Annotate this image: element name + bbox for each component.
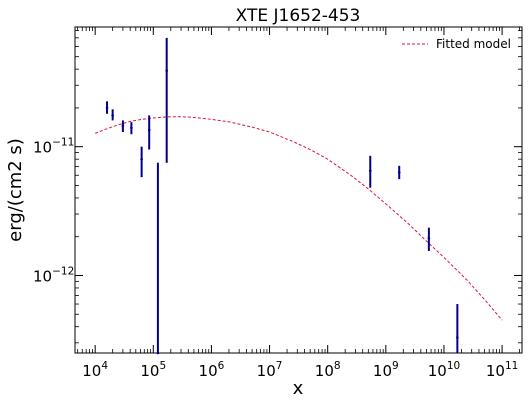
- x-tick-label: 107: [257, 360, 283, 380]
- data-point: [105, 106, 109, 110]
- major-ticks: 104 105 106 107 108 109 1010 1011 10−12 10−11: [33, 27, 522, 380]
- x-tick-label: 109: [373, 360, 399, 380]
- data-point: [147, 128, 151, 132]
- series-layer: [94, 37, 503, 355]
- data-point: [121, 124, 125, 128]
- minor-ticks: [75, 27, 522, 353]
- data-point: [427, 236, 431, 240]
- data-point: [130, 126, 133, 130]
- data-point: [165, 69, 168, 72]
- data-point: [456, 336, 459, 339]
- data-point: [397, 171, 401, 174]
- x-tick-label: 108: [315, 360, 341, 380]
- data-point: [140, 157, 143, 161]
- legend-label-fitted-model: Fitted model: [436, 37, 511, 51]
- plot-area: [74, 26, 523, 354]
- data-point: [368, 169, 372, 173]
- fitted-model-line: [94, 116, 503, 321]
- x-tick-label: 1011: [486, 360, 518, 380]
- data-point: [156, 351, 160, 355]
- x-tick-label: 1010: [428, 360, 460, 380]
- x-tick-label: 104: [82, 360, 108, 380]
- chart-title: XTE J1652-453: [236, 6, 361, 26]
- x-tick-label: 106: [199, 360, 225, 380]
- y-axis-label: erg/(cm2 s): [5, 138, 26, 242]
- x-tick-label: 105: [140, 360, 166, 380]
- plot-frame: [74, 26, 523, 354]
- data-point: [111, 114, 114, 117]
- y-tick-label: 10−12: [33, 265, 74, 285]
- y-tick-label: 10−11: [33, 137, 74, 157]
- x-axis-label: x: [293, 378, 304, 399]
- legend: Fitted model: [402, 37, 511, 51]
